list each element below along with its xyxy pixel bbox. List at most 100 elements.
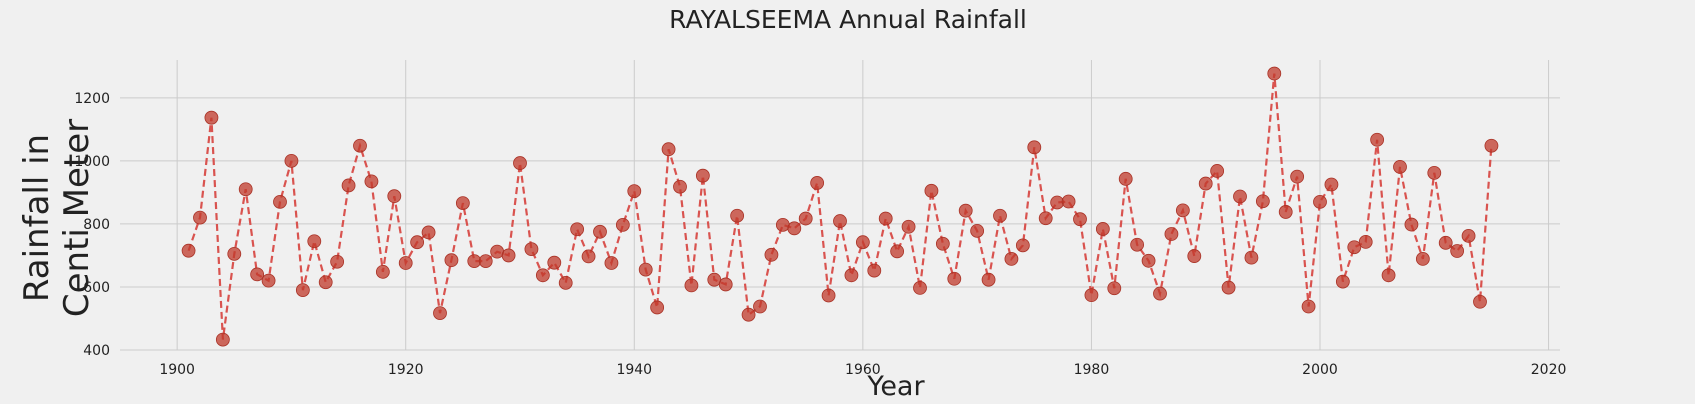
data-point <box>1244 250 1259 265</box>
data-point <box>1130 237 1145 252</box>
data-point <box>673 179 687 194</box>
data-point <box>204 110 219 125</box>
data-point <box>581 249 596 264</box>
data-point <box>890 244 905 259</box>
data-point <box>364 174 379 189</box>
data-point <box>238 182 253 197</box>
data-point <box>1393 159 1407 174</box>
data-point <box>730 208 745 223</box>
x-tick-label: 1980 <box>1074 362 1110 378</box>
data-point <box>947 271 962 286</box>
data-point <box>924 183 939 198</box>
data-point <box>935 236 950 251</box>
data-point <box>1107 281 1122 296</box>
data-point <box>261 273 276 288</box>
data-point <box>547 255 562 270</box>
data-point <box>695 168 710 183</box>
data-point <box>410 235 425 250</box>
data-point <box>284 153 299 168</box>
data-point <box>1450 244 1465 258</box>
data-point <box>1061 194 1076 209</box>
y-axis-label: Rainfall in Centi Meter <box>17 119 97 317</box>
data-point <box>1347 240 1362 255</box>
data-point <box>993 208 1007 223</box>
y-tick-label: 1200 <box>74 91 110 107</box>
data-point <box>215 332 230 347</box>
data-point <box>398 256 413 270</box>
data-point <box>1301 299 1316 314</box>
data-point <box>1038 211 1053 226</box>
data-point <box>1335 274 1350 289</box>
data-point <box>741 307 756 322</box>
data-point <box>798 211 813 226</box>
data-point <box>810 176 825 190</box>
data-point <box>455 196 470 211</box>
data-point <box>1233 189 1247 204</box>
data-point <box>913 281 927 295</box>
data-point <box>1267 66 1282 81</box>
data-point <box>627 184 642 199</box>
x-tick-label: 1920 <box>388 362 424 378</box>
data-point <box>1095 222 1110 236</box>
data-point <box>273 194 287 209</box>
data-point <box>250 267 265 282</box>
data-point <box>1324 177 1339 192</box>
x-tick-label: 1960 <box>845 362 881 378</box>
y-tick-labels: 400 600 800 1000 1200 <box>74 91 110 359</box>
data-point <box>821 288 836 303</box>
data-point <box>1221 280 1236 295</box>
data-point <box>753 299 767 314</box>
data-point <box>615 217 630 232</box>
data-point <box>1210 164 1225 178</box>
data-point <box>1141 253 1156 268</box>
data-point <box>1358 234 1373 249</box>
data-point <box>638 262 653 277</box>
data-point <box>1255 194 1270 209</box>
data-point <box>650 300 665 315</box>
data-point <box>444 253 459 268</box>
data-points <box>181 66 1499 347</box>
data-point <box>1313 194 1327 209</box>
data-point <box>181 243 196 258</box>
data-point <box>1404 217 1419 232</box>
data-point <box>513 156 527 170</box>
data-point <box>593 224 607 239</box>
data-point <box>1073 212 1087 227</box>
data-point <box>1415 252 1430 266</box>
data-point <box>878 211 893 226</box>
data-point <box>787 221 802 236</box>
x-axis-label: Year <box>866 371 925 402</box>
data-point <box>981 272 996 287</box>
x-tick-label: 1900 <box>159 362 195 378</box>
data-point <box>1164 227 1179 241</box>
data-point <box>718 277 733 292</box>
data-point <box>295 283 310 298</box>
data-point <box>661 142 676 157</box>
data-point <box>490 244 505 259</box>
y-tick-label: 600 <box>83 280 110 296</box>
y-axis-label-line-1: Rainfall in <box>17 134 57 302</box>
data-point <box>1461 228 1476 243</box>
data-point <box>1473 294 1487 309</box>
data-point <box>1370 132 1385 147</box>
data-point <box>1027 140 1042 155</box>
data-point <box>833 214 847 228</box>
x-tick-label: 1940 <box>616 362 652 378</box>
y-axis-label-line-2: Centi Meter <box>57 119 97 317</box>
data-point <box>353 138 367 153</box>
x-tick-labels: 1900 1920 1940 1960 1980 2000 2020 <box>159 362 1566 378</box>
data-point <box>764 247 779 262</box>
data-point <box>421 225 436 240</box>
data-point <box>1438 235 1453 250</box>
x-tick-label: 2020 <box>1531 362 1567 378</box>
data-point <box>501 248 516 263</box>
data-point <box>387 189 402 204</box>
data-point <box>844 268 859 283</box>
data-point <box>1381 268 1396 283</box>
data-point <box>227 246 242 261</box>
data-point <box>330 254 345 269</box>
data-point <box>570 222 585 237</box>
data-point <box>1278 205 1293 219</box>
data-point <box>1427 165 1442 180</box>
